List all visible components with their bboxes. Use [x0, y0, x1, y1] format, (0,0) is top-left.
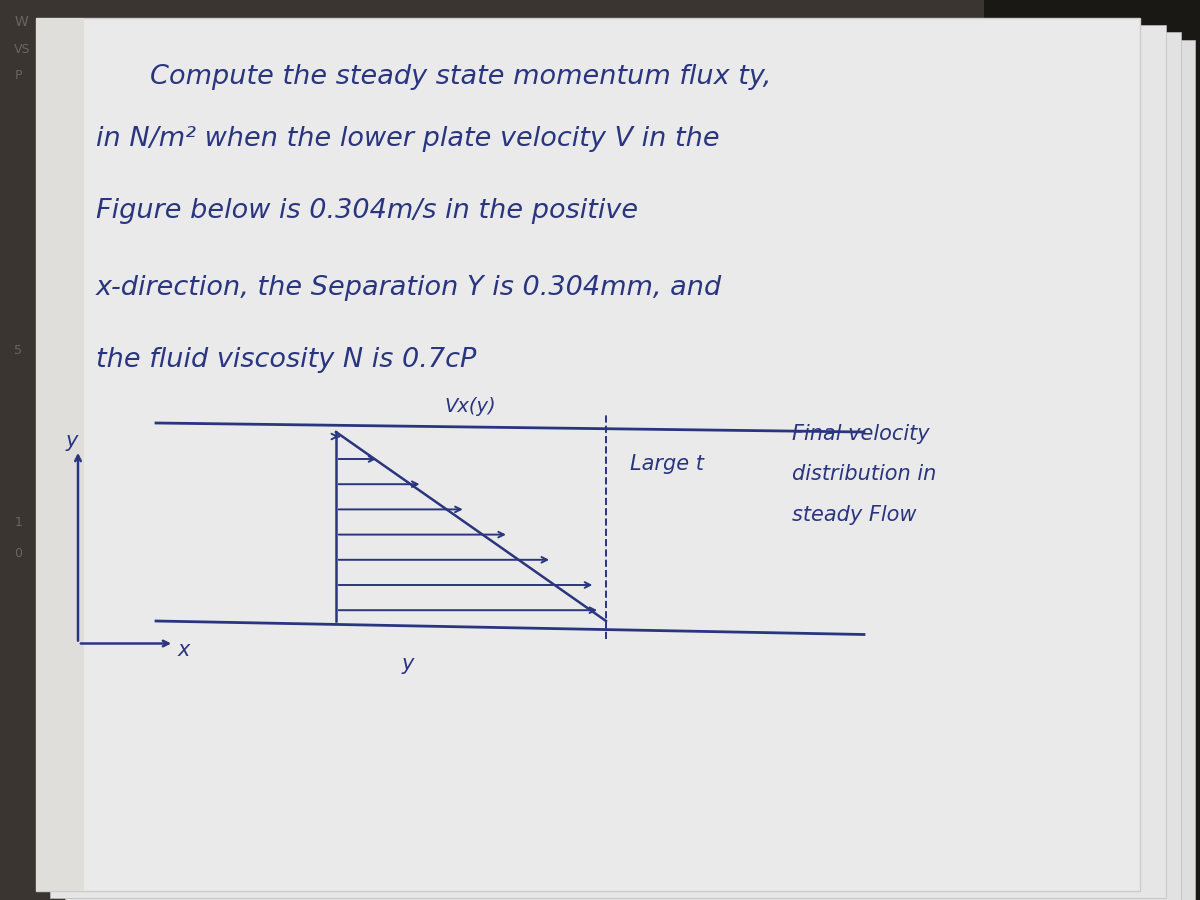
Text: P: P [14, 69, 22, 82]
Text: 1: 1 [14, 516, 23, 528]
FancyBboxPatch shape [94, 47, 1200, 900]
Text: Compute the steady state momentum flux ty,: Compute the steady state momentum flux t… [150, 64, 772, 89]
Text: steady Flow: steady Flow [792, 505, 917, 525]
Text: 5: 5 [14, 345, 23, 357]
FancyBboxPatch shape [36, 18, 1140, 891]
FancyBboxPatch shape [65, 32, 1181, 900]
Text: y: y [66, 431, 78, 451]
FancyBboxPatch shape [36, 18, 84, 891]
Text: y: y [402, 654, 414, 674]
Text: 0: 0 [14, 547, 23, 560]
Text: x-direction, the Separation Y is 0.304mm, and: x-direction, the Separation Y is 0.304mm… [96, 275, 722, 301]
Text: W: W [14, 15, 28, 30]
FancyBboxPatch shape [79, 40, 1195, 900]
Polygon shape [984, 0, 1200, 900]
Text: x: x [178, 640, 190, 660]
Text: VS: VS [14, 43, 31, 56]
Text: distribution in: distribution in [792, 464, 936, 484]
FancyBboxPatch shape [108, 54, 1200, 900]
Text: the fluid viscosity N is 0.7cP: the fluid viscosity N is 0.7cP [96, 347, 476, 373]
FancyBboxPatch shape [50, 25, 1166, 898]
Text: in N/m² when the lower plate velocity V in the: in N/m² when the lower plate velocity V … [96, 127, 720, 152]
Text: Vx(y): Vx(y) [444, 397, 496, 417]
Text: Final velocity: Final velocity [792, 424, 930, 444]
Text: Large t: Large t [630, 454, 704, 473]
Text: Figure below is 0.304m/s in the positive: Figure below is 0.304m/s in the positive [96, 199, 638, 224]
